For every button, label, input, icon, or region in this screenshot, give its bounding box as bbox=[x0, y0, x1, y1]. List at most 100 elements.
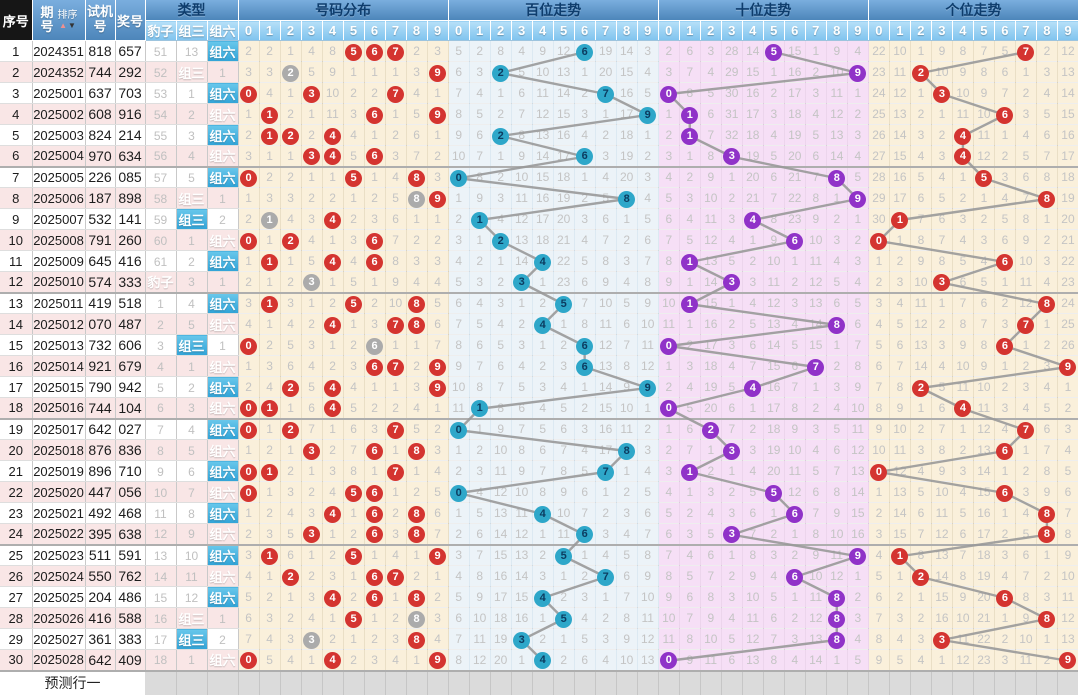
miss-count: 1 bbox=[560, 569, 567, 583]
draw-circle: 3 bbox=[513, 631, 531, 649]
trend-cell: 9 bbox=[952, 586, 974, 608]
trend-cell: 9 bbox=[847, 187, 869, 209]
trend-cell: 8 bbox=[532, 481, 554, 503]
dist-cell: 2 bbox=[237, 376, 260, 398]
period-cell: 2025010 bbox=[32, 271, 86, 294]
miss-count: 28 bbox=[725, 44, 739, 58]
draw-circle: 1 bbox=[261, 400, 279, 417]
trend-cell: 1 bbox=[447, 187, 470, 209]
dist-cell: 6 bbox=[237, 607, 260, 629]
trend-cell: 10 bbox=[657, 607, 680, 629]
dist-cell: 2 bbox=[385, 397, 407, 420]
seq-cell: 24 bbox=[0, 523, 33, 546]
trend-cell: 1 bbox=[973, 187, 995, 209]
trend-cell: 3 bbox=[784, 628, 806, 650]
trend-cell: 30 bbox=[867, 208, 890, 230]
miss-count: 11 bbox=[515, 191, 528, 205]
miss-count: 9 bbox=[833, 44, 841, 58]
dist-cell: 2 bbox=[237, 271, 260, 294]
dist-cell: 3 bbox=[301, 439, 323, 461]
trend-cell: 15 bbox=[973, 481, 995, 503]
trend-cell: 23 bbox=[784, 208, 806, 230]
miss-count: 1 bbox=[392, 443, 399, 457]
type-count-cell: 8 bbox=[176, 502, 208, 524]
draw-circle: 6 bbox=[366, 43, 384, 61]
trend-cell: 3 bbox=[532, 376, 554, 398]
miss-count: 3 bbox=[497, 191, 504, 205]
miss-count: 9 bbox=[665, 274, 673, 289]
dist-cell: 5 bbox=[343, 292, 365, 314]
miss-count: 7 bbox=[917, 212, 925, 226]
miss-count: 4 bbox=[854, 274, 862, 289]
trend-cell: 5 bbox=[469, 103, 491, 125]
miss-count: 9 bbox=[875, 652, 883, 667]
draw-circle: 6 bbox=[786, 232, 804, 250]
trend-cell: 2 bbox=[657, 376, 680, 398]
miss-count: 2 bbox=[308, 191, 315, 205]
miss-count: 1 bbox=[329, 422, 336, 437]
miss-count: 11 bbox=[809, 590, 823, 604]
miss-count: 4 bbox=[686, 548, 694, 563]
trend-cell: 14 bbox=[532, 145, 554, 168]
dist-cell: 2 bbox=[259, 166, 281, 188]
trend-cell: 16 bbox=[700, 313, 722, 335]
draw-circle: 6 bbox=[576, 358, 594, 376]
miss-count: 20 bbox=[704, 400, 718, 415]
miss-count: 6 bbox=[476, 338, 483, 352]
trend-cell: 2 bbox=[826, 208, 848, 230]
miss-count: 2 bbox=[329, 443, 336, 457]
miss-count: 1 bbox=[686, 317, 694, 331]
trend-cell: 3 bbox=[994, 313, 1016, 335]
miss-count: 9 bbox=[623, 380, 630, 394]
type-label-cell: 组六 bbox=[207, 355, 239, 377]
miss-count: 4 bbox=[392, 652, 399, 667]
miss-count: 5 bbox=[707, 86, 715, 100]
miss-count: 6 bbox=[833, 443, 841, 457]
miss-count: 2 bbox=[1022, 464, 1030, 478]
draw-circle: 9 bbox=[429, 379, 447, 397]
miss-count: 2 bbox=[287, 170, 294, 185]
miss-count: 9 bbox=[707, 170, 715, 185]
miss-count: 8 bbox=[980, 338, 988, 352]
miss-count: 8 bbox=[665, 569, 673, 583]
trend-cell: 4 bbox=[742, 292, 764, 314]
sort-asc-icon[interactable]: ▲ bbox=[59, 20, 67, 30]
miss-count: 5 bbox=[686, 400, 694, 415]
sort-desc-icon[interactable]: ▼ bbox=[68, 20, 76, 30]
trend-cell: 10 bbox=[784, 439, 806, 461]
miss-count: 3 bbox=[350, 107, 357, 121]
miss-count: 1 bbox=[581, 548, 588, 563]
miss-count: 2 bbox=[497, 107, 504, 121]
draw-circle: 1 bbox=[891, 211, 909, 229]
dist-cell: 6 bbox=[364, 250, 386, 272]
miss-count: 14 bbox=[977, 464, 991, 478]
miss-count: 9 bbox=[1022, 611, 1030, 625]
dist-cell: 9 bbox=[427, 187, 449, 209]
miss-count: 6 bbox=[518, 400, 525, 415]
draw-circle: 6 bbox=[996, 337, 1014, 355]
trend-cell: 4 bbox=[447, 250, 470, 272]
trend-cell: 14 bbox=[511, 250, 533, 272]
miss-count: 1 bbox=[1022, 338, 1030, 352]
trend-cell: 19 bbox=[1057, 187, 1078, 209]
trend-cell: 4 bbox=[1036, 82, 1058, 104]
trend-cell: 8 bbox=[1036, 523, 1058, 546]
type-label-cell: 组六 bbox=[207, 544, 239, 566]
miss-count: 3 bbox=[644, 443, 652, 457]
trend-cell: 4 bbox=[763, 124, 785, 146]
miss-count: 2 bbox=[392, 128, 399, 142]
miss-count: 13 bbox=[935, 548, 949, 563]
trend-cell: 13 bbox=[511, 544, 533, 566]
seq-cell: 6 bbox=[0, 145, 33, 168]
test-number-cell: 744 bbox=[85, 61, 116, 83]
miss-count: 8 bbox=[770, 652, 778, 667]
miss-count: 3 bbox=[770, 548, 778, 563]
miss-count: 1 bbox=[434, 400, 441, 415]
trend-cell: 7 bbox=[595, 565, 617, 587]
trend-cell: 5 bbox=[805, 124, 827, 146]
draw-circle: 2 bbox=[912, 379, 930, 397]
miss-count: 7 bbox=[392, 233, 399, 247]
miss-count: 1 bbox=[1001, 611, 1009, 625]
miss-count: 17 bbox=[598, 443, 613, 457]
trend-cell: 9 bbox=[657, 586, 680, 608]
